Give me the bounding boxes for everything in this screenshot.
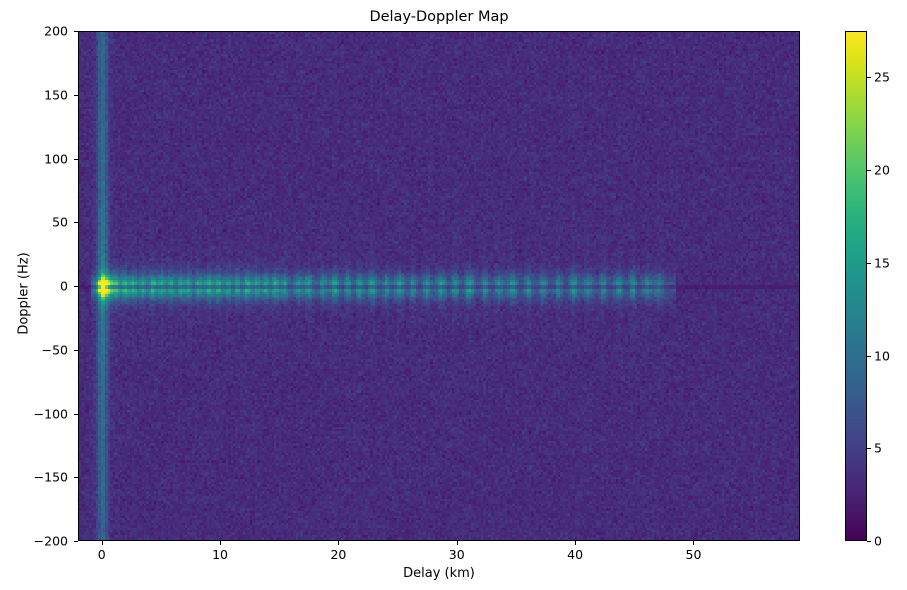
x-tick-mark <box>693 541 695 545</box>
colorbar-tick-mark <box>867 448 871 450</box>
y-tick-label: −200 <box>33 533 68 549</box>
x-tick-mark <box>338 541 340 545</box>
y-tick-label: −150 <box>33 469 68 485</box>
page-title: Delay-Doppler Map <box>369 9 509 25</box>
colorbar-gradient <box>846 32 866 540</box>
colorbar-tick-mark <box>867 262 871 264</box>
y-tick-label: 0 <box>60 278 68 294</box>
x-tick-label: 50 <box>685 547 702 562</box>
y-tick-mark <box>74 413 78 415</box>
x-tick-label: 40 <box>567 547 584 562</box>
y-tick-mark <box>74 222 78 224</box>
y-tick-mark <box>74 158 78 160</box>
colorbar-tick-mark <box>867 77 871 79</box>
x-tick-label: 10 <box>212 547 228 562</box>
y-tick-label: −100 <box>33 406 68 421</box>
colorbar-tick-label: 20 <box>874 162 890 178</box>
colorbar-tick-label: 15 <box>874 255 890 271</box>
y-tick-mark <box>74 286 78 287</box>
x-tick-mark <box>575 541 577 545</box>
x-tick-mark <box>220 541 222 545</box>
colorbar-tick-mark <box>867 355 871 357</box>
x-tick-mark <box>101 541 103 545</box>
colorbar-tick-label: 25 <box>874 69 890 85</box>
heatmap-axes <box>78 31 800 541</box>
y-tick-label: 100 <box>44 151 68 166</box>
y-tick-label: 200 <box>44 23 68 39</box>
colorbar-tick-label: 5 <box>874 440 882 456</box>
colorbar-tick-mark <box>867 170 871 172</box>
colorbar-tick-label: 0 <box>874 533 882 549</box>
y-tick-mark <box>74 477 78 479</box>
x-tick-label: 20 <box>330 547 347 562</box>
x-tick-label: 0 <box>97 547 106 562</box>
y-tick-label: 150 <box>44 87 68 103</box>
x-tick-mark <box>456 541 458 545</box>
y-tick-label: −50 <box>41 342 68 358</box>
x-axis-label: Delay (km) <box>403 566 475 581</box>
y-tick-label: 50 <box>52 214 68 230</box>
colorbar-tick-mark <box>867 541 871 542</box>
colorbar <box>845 31 867 541</box>
y-tick-mark <box>74 31 78 32</box>
y-tick-mark <box>74 541 78 542</box>
y-tick-mark <box>74 94 78 96</box>
x-tick-label: 30 <box>448 547 465 562</box>
colorbar-tick-label: 10 <box>874 348 890 364</box>
y-axis-label: Doppler (Hz) <box>16 252 32 335</box>
delay-doppler-heatmap <box>79 32 799 540</box>
y-tick-mark <box>74 349 78 351</box>
